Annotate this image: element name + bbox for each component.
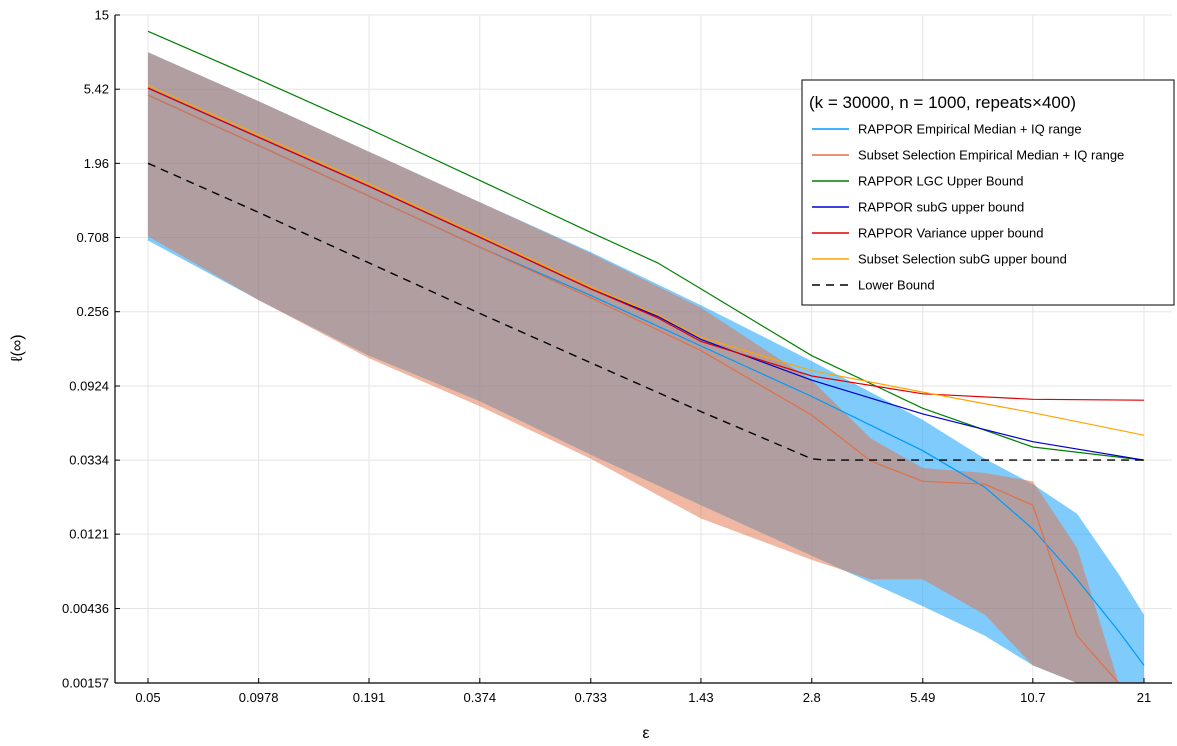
legend-entry: Subset Selection subG upper bound — [858, 252, 1067, 267]
y-axis-title: ℓ(∞) — [9, 334, 26, 361]
iq-band-1 — [148, 52, 1144, 683]
x-tick-label: 1.43 — [688, 690, 713, 705]
series-line-5 — [147, 84, 1145, 436]
y-tick-label: 0.0121 — [69, 527, 109, 542]
legend-entry: Subset Selection Empirical Median + IQ r… — [858, 148, 1124, 163]
legend-entry: Lower Bound — [858, 278, 935, 293]
y-tick-label: 0.0924 — [69, 378, 109, 393]
x-tick-label: 0.191 — [353, 690, 386, 705]
legend-entry: RAPPOR subG upper bound — [858, 200, 1024, 215]
y-tick-label: 1.96 — [84, 156, 109, 171]
y-tick-label: 15 — [95, 8, 109, 23]
y-tick-label: 0.708 — [76, 230, 109, 245]
series-line-1 — [147, 94, 1144, 684]
legend-entry: RAPPOR Variance upper bound — [858, 226, 1043, 241]
y-tick-label: 0.0334 — [69, 453, 109, 468]
axes — [114, 14, 1172, 684]
legend-entry: RAPPOR Empirical Median + IQ range — [858, 122, 1082, 137]
legend-entry: RAPPOR LGC Upper Bound — [858, 174, 1023, 189]
series-line-6 — [147, 162, 1144, 461]
iq-range-bands — [148, 52, 1144, 683]
tick-labels: 0.05 0.0978 0.191 0.374 0.733 1.43 2.8 5.49 10.7… — [62, 8, 1151, 706]
y-tick-label: 0.00157 — [62, 676, 109, 691]
x-tick-label: 0.374 — [464, 690, 497, 705]
series-line-2 — [147, 30, 1145, 461]
legend: (k = 30000, n = 1000, repeats×400) RAPPOR… — [801, 79, 1175, 306]
x-tick-label: 5.49 — [910, 690, 935, 705]
x-tick-label: 0.0978 — [239, 690, 279, 705]
x-axis-title: ε — [642, 725, 649, 742]
x-tick-label: 10.7 — [1020, 690, 1045, 705]
series-line-4 — [147, 87, 1145, 401]
legend-title: (k = 30000, n = 1000, repeats×400) — [809, 93, 1076, 112]
y-tick-label: 0.256 — [76, 304, 109, 319]
y-tick-label: 5.42 — [84, 82, 109, 97]
x-tick-label: 2.8 — [803, 690, 821, 705]
series-lines — [147, 30, 1145, 684]
x-tick-label: 0.05 — [135, 690, 160, 705]
x-tick-label: 21 — [1137, 690, 1151, 705]
y-tick-label: 0.00436 — [62, 601, 109, 616]
x-tick-label: 0.733 — [574, 690, 607, 705]
legend-box — [801, 79, 1175, 306]
